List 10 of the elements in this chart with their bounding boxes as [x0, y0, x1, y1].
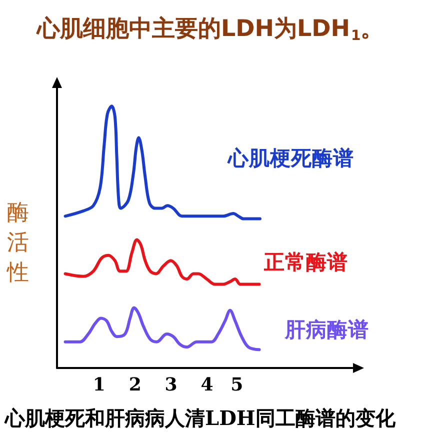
- x-tick-label: 3: [164, 374, 178, 396]
- text: 心肌梗死酶谱: [226, 146, 354, 170]
- x-tick-label: 2: [128, 374, 142, 396]
- series-label: 肝病酶谱: [284, 318, 370, 342]
- x-tick-label: 1: [92, 374, 106, 396]
- x-tick-label: 4: [200, 374, 214, 396]
- text: 心肌梗死和肝病病人清LDH同工酶谱的变化: [4, 406, 396, 430]
- series-label: 正常酶谱: [263, 250, 348, 274]
- x-tick-label: 5: [230, 374, 244, 396]
- y-axis-title: 酶活性: [6, 200, 29, 286]
